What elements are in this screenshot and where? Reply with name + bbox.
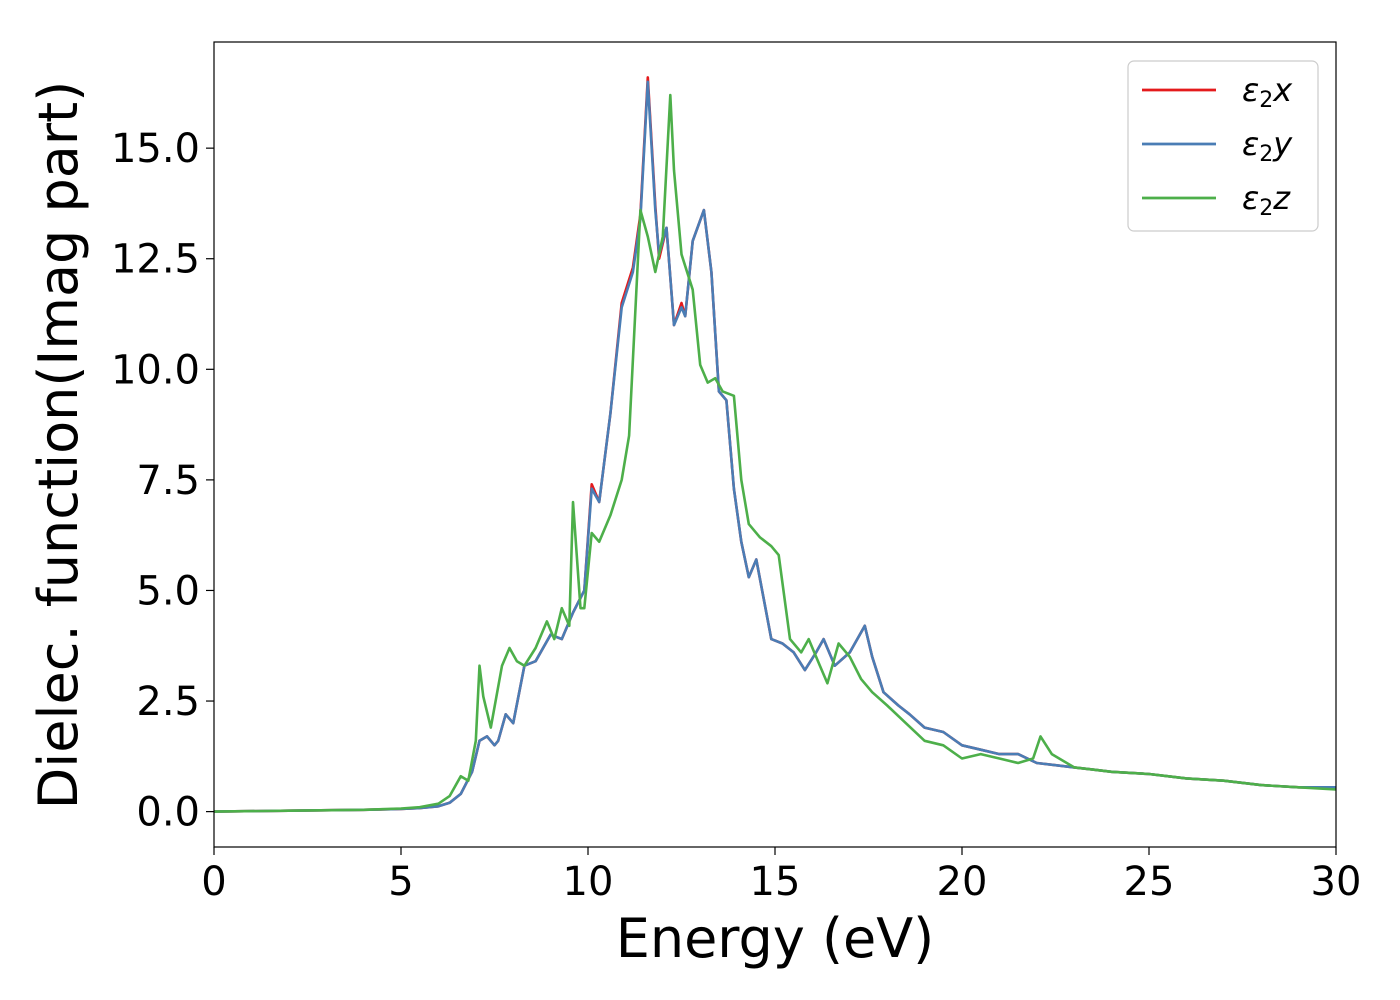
x-tick-label: 15 [750, 859, 801, 905]
x-tick-label: 25 [1124, 859, 1175, 905]
x-axis-ticks: 0 5 10 15 20 25 30 [201, 847, 1361, 905]
series-line-z [214, 93, 1336, 813]
legend-label-x: ε2x [1242, 71, 1293, 113]
x-tick-label: 5 [388, 859, 413, 905]
series-layer [214, 76, 1336, 813]
legend-box [1127, 60, 1319, 232]
series-line-y [214, 80, 1336, 813]
x-axis-label: Energy (eV) [616, 907, 935, 970]
legend-label-z: ε2z [1242, 179, 1291, 221]
y-axis-label: Dielec. function(Imag part) [27, 81, 90, 810]
y-tick-label: 12.5 [111, 237, 200, 283]
y-tick-label: 0.0 [136, 790, 200, 836]
x-tick-label: 10 [563, 859, 614, 905]
x-tick-label: 30 [1311, 859, 1362, 905]
y-tick-label: 7.5 [136, 458, 200, 504]
x-tick-label: 20 [937, 859, 988, 905]
y-tick-label: 2.5 [136, 679, 200, 725]
legend: ε2x ε2y ε2z [1127, 60, 1319, 232]
y-tick-label: 15.0 [111, 126, 200, 172]
y-tick-label: 5.0 [136, 568, 200, 614]
y-axis-ticks: 0.0 2.5 5.0 7.5 10.0 12.5 15.0 [111, 126, 214, 836]
legend-label-y: ε2y [1242, 125, 1293, 167]
x-tick-label: 0 [201, 859, 226, 905]
y-tick-label: 10.0 [111, 347, 200, 393]
